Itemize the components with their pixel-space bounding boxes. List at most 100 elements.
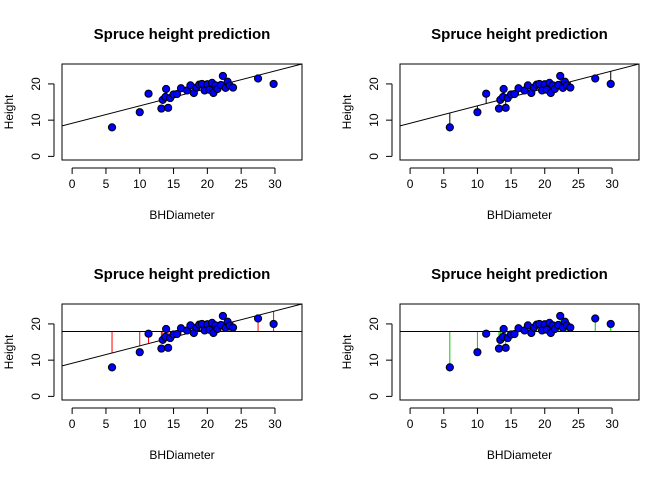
data-point	[556, 311, 565, 321]
x-axis-label: BHDiameter	[149, 208, 214, 222]
data-point	[157, 104, 166, 113]
data-point	[269, 319, 278, 329]
data-point	[510, 89, 519, 99]
y-tick-label: 0	[367, 153, 381, 160]
x-tick-label: 20	[201, 417, 215, 431]
data-point	[473, 348, 482, 357]
x-tick-label: 5	[440, 417, 447, 431]
x-tick-label: 30	[605, 417, 619, 431]
x-tick-label: 20	[201, 177, 215, 191]
y-tick-label: 20	[29, 77, 43, 91]
data-point	[162, 324, 171, 334]
regression-line	[400, 64, 639, 127]
data-point	[269, 79, 278, 89]
x-tick-label: 25	[572, 177, 586, 191]
data-point	[566, 323, 575, 332]
data-point	[556, 71, 565, 81]
data-point	[510, 329, 519, 339]
y-axis-label: Height	[340, 334, 354, 369]
x-tick-label: 10	[133, 177, 147, 191]
data-point	[164, 343, 173, 352]
chart-title: Spruce height prediction	[431, 26, 608, 43]
data-point	[445, 123, 454, 132]
data-point	[135, 348, 144, 357]
data-point	[253, 314, 263, 323]
x-tick-label: 15	[167, 417, 181, 431]
chart-panel-2: Spruce height prediction BHDiameter Height…	[340, 26, 640, 222]
x-tick-label: 0	[69, 177, 76, 191]
x-tick-label: 5	[440, 177, 447, 191]
y-tick-label: 20	[29, 317, 43, 331]
chart-panel-4: Spruce height prediction BHDiameter Height…	[340, 266, 640, 462]
data-point	[482, 329, 491, 338]
x-tick-label: 10	[133, 417, 147, 431]
plot-area	[400, 64, 639, 132]
x-tick-label: 25	[234, 177, 248, 191]
plot-frame	[61, 63, 303, 161]
data-point	[218, 71, 228, 81]
data-point	[501, 343, 510, 352]
y-tick-label: 10	[29, 353, 43, 367]
plot-area	[400, 311, 639, 372]
data-point	[494, 104, 504, 113]
data-point	[107, 123, 117, 132]
data-point	[606, 79, 615, 89]
plot-frame	[399, 63, 640, 161]
y-tick-label: 20	[367, 77, 381, 91]
data-point	[157, 344, 166, 353]
y-axis-label: Height	[2, 334, 16, 369]
data-point	[144, 329, 153, 338]
data-point	[494, 344, 504, 353]
data-point	[473, 108, 482, 117]
x-tick-label: 15	[167, 177, 181, 191]
x-tick-label: 15	[504, 177, 518, 191]
x-axis-label: BHDiameter	[487, 448, 552, 462]
x-tick-label: 20	[538, 177, 552, 191]
data-point	[164, 103, 173, 112]
y-tick-label: 0	[29, 153, 43, 160]
chart-panel-1: Spruce height prediction BHDiameter Height…	[2, 26, 303, 222]
y-tick-label: 10	[367, 113, 381, 127]
data-point	[218, 311, 228, 321]
y-axis-label: Height	[2, 94, 16, 129]
data-point	[253, 74, 263, 83]
x-tick-label: 30	[605, 177, 619, 191]
x-tick-label: 30	[268, 177, 282, 191]
x-tick-label: 10	[471, 417, 485, 431]
regression-line	[62, 304, 302, 367]
y-tick-label: 0	[29, 393, 43, 400]
data-point	[144, 89, 153, 98]
x-axis-label: BHDiameter	[149, 448, 214, 462]
x-tick-label: 0	[69, 417, 76, 431]
y-axis-label: Height	[340, 94, 354, 129]
x-tick-label: 0	[407, 417, 414, 431]
data-point	[228, 83, 238, 92]
y-tick-label: 0	[367, 393, 381, 400]
data-point	[172, 89, 182, 99]
data-point	[228, 323, 238, 332]
x-axis-label: BHDiameter	[487, 208, 552, 222]
x-tick-label: 10	[471, 177, 485, 191]
data-point	[566, 83, 575, 92]
data-point	[591, 314, 600, 323]
y-tick-label: 20	[367, 317, 381, 331]
regression-line	[62, 64, 302, 127]
data-point	[501, 103, 510, 112]
data-point	[606, 319, 615, 329]
plot-frame	[399, 303, 640, 401]
data-point	[482, 89, 491, 98]
data-point	[499, 84, 508, 94]
x-tick-label: 25	[572, 417, 586, 431]
plot-frame	[61, 303, 303, 401]
x-tick-label: 30	[268, 417, 282, 431]
x-tick-label: 20	[538, 417, 552, 431]
chart-panel-3: Spruce height prediction BHDiameter Height…	[2, 266, 303, 462]
x-tick-label: 0	[407, 177, 414, 191]
plot-area	[62, 64, 302, 132]
data-point	[172, 329, 182, 339]
data-point	[445, 363, 454, 372]
data-point	[499, 324, 508, 334]
plot-area	[62, 304, 302, 372]
data-point	[135, 108, 144, 117]
